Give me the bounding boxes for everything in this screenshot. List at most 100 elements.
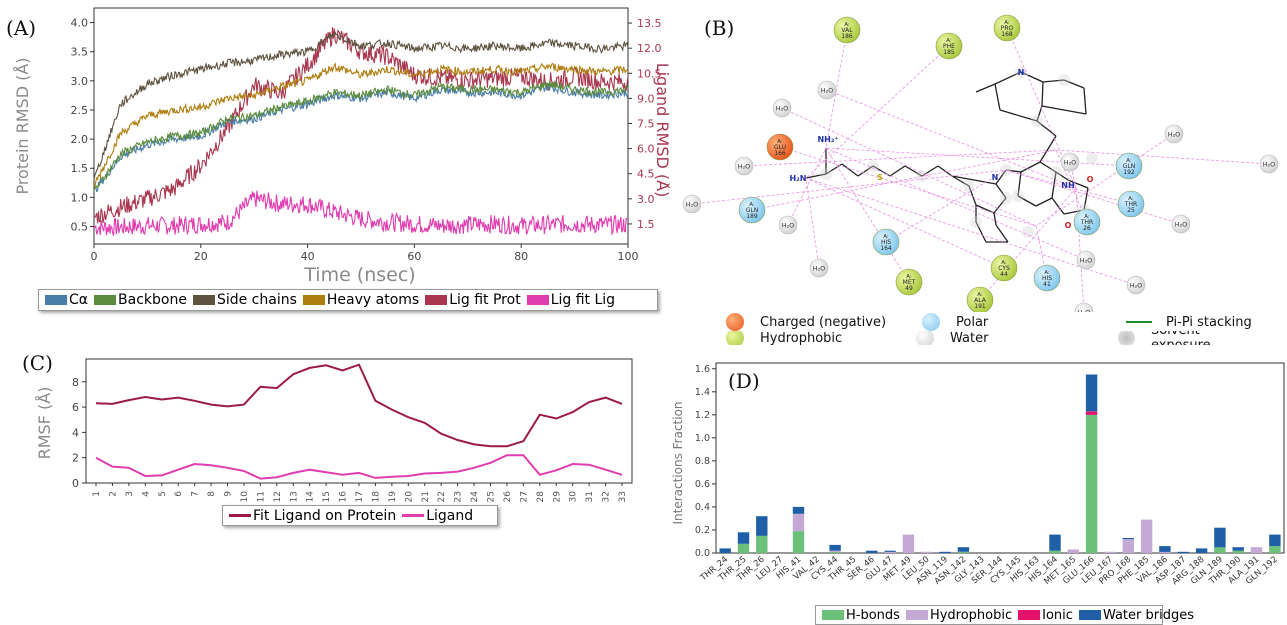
diagram-legend-row-2: Hydrophobic Water Solvent exposure: [726, 331, 1287, 345]
x-tick-label: 30: [569, 491, 579, 503]
x-tick-label: 2: [108, 491, 118, 497]
ligand-bond: [995, 183, 1007, 199]
atom-label: NH₂⁺: [817, 135, 838, 144]
water-molecule: [778, 215, 798, 235]
y-axis-label: Interactions Fraction: [671, 401, 685, 524]
ligand-bond: [889, 165, 906, 177]
rmsd-legend-swatch: [526, 295, 549, 305]
bar-water-bridges: [866, 550, 878, 553]
x-tick-label: 22: [437, 491, 447, 502]
residue-node: [766, 133, 794, 161]
ligand-bond: [951, 175, 970, 187]
solvent-exposure-halo: [1050, 166, 1062, 178]
solvent-exposure-halo: [963, 180, 975, 192]
bar-hydrophobic: [1159, 551, 1171, 553]
y-tick-label: 1.5: [71, 162, 89, 175]
rmsd-legend-label: Heavy atoms: [326, 292, 420, 308]
series-line-lig-fit-lig: [93, 190, 629, 236]
y-axis-label: Protein RMSD (Å): [13, 57, 32, 194]
water-molecule: [817, 80, 837, 100]
rmsd-legend-item: Lig fit Lig: [521, 292, 615, 308]
bar-h-bonds: [792, 531, 805, 553]
ligand-bond: [1039, 135, 1057, 163]
x-tick-label: 24: [470, 491, 480, 503]
rmsd-legend-label: Lig fit Lig: [550, 292, 616, 308]
water-molecule: [1171, 214, 1191, 234]
water-label: H₂O: [782, 222, 795, 230]
panel-d-label: (D): [728, 369, 760, 393]
bar-water-bridges: [737, 532, 750, 544]
residue-number: 49: [905, 285, 913, 292]
x-tick-label: 9: [224, 491, 234, 497]
ligand-bond: [968, 185, 977, 206]
x-tick-label: 18: [371, 491, 381, 503]
ligand-bond: [995, 169, 1007, 185]
panel-c-label: (C): [22, 351, 53, 375]
y2-tick-label: 3.0: [637, 193, 655, 206]
solvent-exposure-halo: [1086, 152, 1098, 164]
residue-number: 25: [1127, 207, 1135, 214]
water-label: H₂O: [1175, 221, 1188, 229]
water-label: H₂O: [813, 265, 826, 273]
bar-hydrophobic: [902, 534, 915, 553]
x-tick-label: 20: [404, 491, 414, 503]
y2-tick-label: 1.5: [637, 218, 655, 231]
y-tick-label: 1.2: [695, 410, 710, 421]
residue-node: [1117, 190, 1145, 218]
legend-hydrophobic-label: Hydrophobic: [760, 331, 843, 345]
bar-water-bridges: [1122, 538, 1134, 540]
interactions-legend-swatch: [905, 610, 928, 620]
rmsd-legend-item: Side chains: [187, 292, 297, 308]
residue-name: THR: [1124, 201, 1137, 208]
ligand-bond: [1042, 79, 1065, 83]
solvent-exposure-halo: [1022, 226, 1034, 238]
solvent-exposure-halo: [1000, 192, 1012, 204]
ligand-bond: [1067, 179, 1089, 189]
y-tick-label: 2.0: [71, 133, 89, 146]
residue-number: 192: [1123, 169, 1135, 176]
residue-number: 186: [841, 33, 853, 40]
water-label: H₂O: [821, 87, 834, 95]
rmsd-legend-label: Backbone: [118, 292, 187, 308]
water-label: H₂O: [1168, 131, 1181, 139]
interaction-line: [825, 147, 910, 283]
panel-b-label: (B): [704, 16, 735, 40]
bar-hydrophobic: [1122, 539, 1134, 553]
interaction-line: [885, 169, 1007, 243]
x-tick-label: 32: [602, 491, 612, 502]
ligand-bond: [975, 83, 996, 93]
y-tick-label: 4.0: [71, 17, 89, 30]
plot-frame: [85, 358, 633, 484]
interaction-line: [825, 147, 1087, 261]
legend-solvent-label: Solvent exposure: [1151, 331, 1259, 345]
residue-name: MET: [903, 279, 916, 286]
atom-label: N: [992, 173, 999, 182]
y-tick-label: 0.4: [695, 502, 710, 513]
water-molecule: [1074, 302, 1094, 312]
y-tick-label: 6: [72, 401, 79, 414]
legend-hydrophobic: Hydrophobic: [726, 331, 888, 345]
legend-pipi-label: Pi-Pi stacking: [1166, 314, 1252, 330]
rmsd-legend-swatch: [45, 295, 67, 305]
bar-water-bridges: [1195, 548, 1208, 553]
series-line-lig-fit-prot: [93, 27, 629, 224]
x-tick-label: 23: [454, 491, 464, 502]
atom-label: N: [1018, 68, 1025, 77]
water-label: H₂O: [738, 163, 751, 171]
rmsd-legend-swatch: [94, 295, 117, 305]
y2-tick-label: 4.5: [637, 168, 655, 181]
y-tick-label: 8: [72, 376, 79, 389]
interaction-line: [826, 89, 1077, 189]
bar-water-bridges: [957, 547, 970, 552]
x-tick-label: 12: [273, 491, 283, 502]
water-label: H₂O: [1064, 159, 1077, 167]
x-tick-label: 6: [174, 491, 184, 497]
x-tick-label: 3: [125, 491, 135, 497]
bar-h-bonds: [1085, 414, 1098, 553]
bar-hydrophobic: [884, 551, 896, 553]
bar-water-bridges: [829, 544, 841, 551]
residue-node: [935, 32, 963, 60]
ligand-bond: [999, 109, 1038, 122]
ligand-bond: [975, 221, 987, 243]
water-molecule: [1164, 124, 1184, 144]
